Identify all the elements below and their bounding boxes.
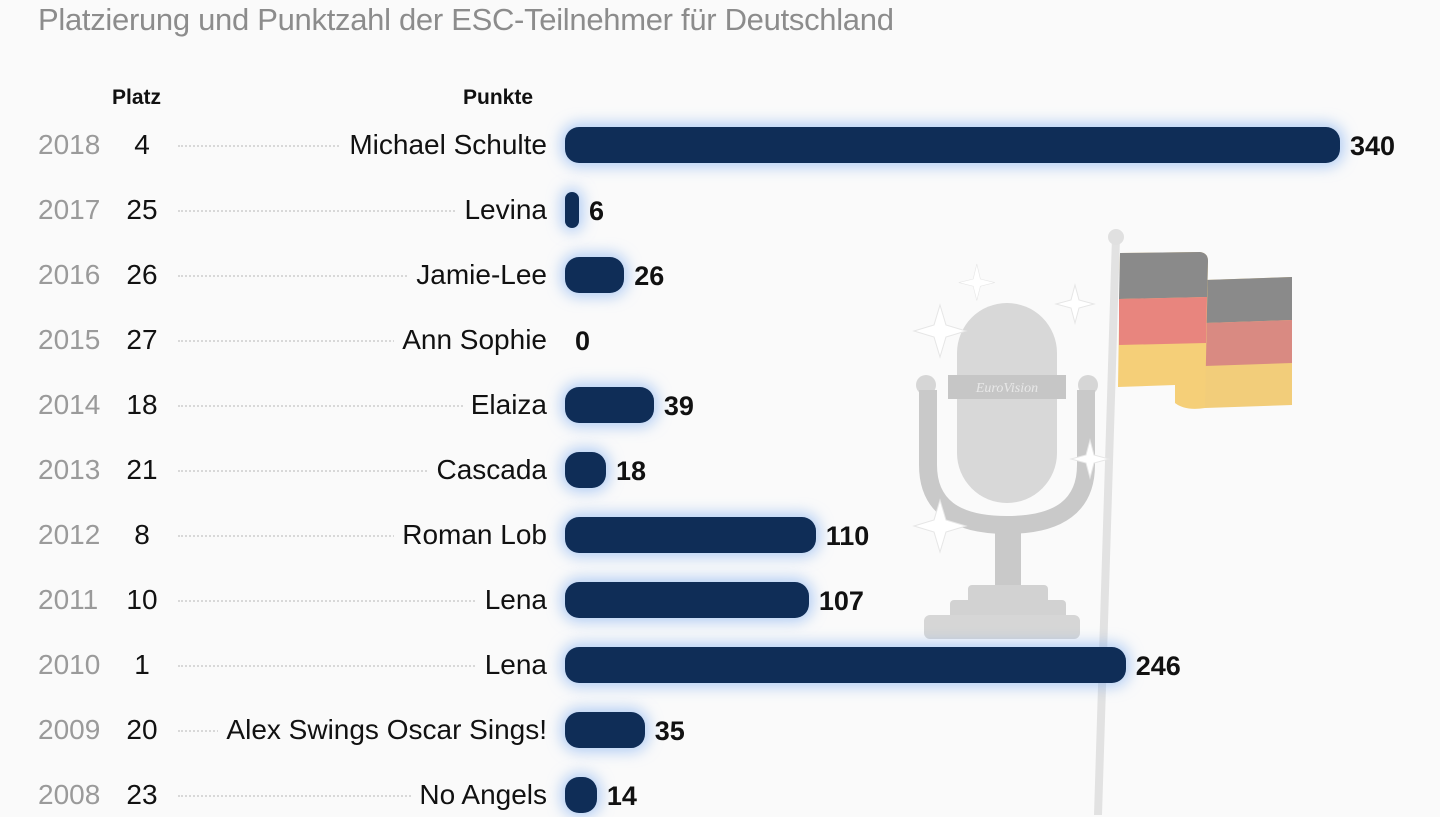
- leader-dots: [178, 535, 538, 537]
- artist-name: Lena: [476, 645, 547, 685]
- artist-name: Roman Lob: [394, 515, 547, 555]
- points-value: 39: [663, 391, 694, 421]
- leader-dots: [178, 340, 538, 342]
- points-bar: [565, 712, 645, 748]
- leader-dots: [178, 275, 538, 277]
- artist-name: Lena: [476, 580, 547, 620]
- points-value: 35: [654, 716, 685, 746]
- year-label: 2011: [38, 584, 99, 615]
- points-value: 340: [1350, 131, 1396, 161]
- artist-name: No Angels: [411, 775, 547, 815]
- place-value: 10: [126, 584, 158, 615]
- place-value: 4: [134, 129, 150, 160]
- artist-name: Elaiza: [462, 385, 547, 425]
- place-value: 26: [126, 259, 158, 290]
- year-label: 2014: [38, 389, 101, 420]
- column-header-platz: Platz: [112, 86, 162, 109]
- points-bar: [565, 452, 607, 488]
- year-label: 2013: [38, 454, 101, 485]
- year-label: 2012: [38, 519, 101, 550]
- germany-flag-icon: [1118, 252, 1292, 409]
- points-value: 26: [634, 261, 665, 291]
- table-row: 2013 21 Cascada 18: [0, 450, 1440, 490]
- place-value: 1: [134, 649, 150, 680]
- leader-dots: [178, 665, 538, 667]
- year-label: 2010: [38, 649, 101, 680]
- points-value: 6: [589, 196, 605, 226]
- artist-name: Levina: [456, 190, 547, 230]
- table-row: 2018 4 Michael Schulte 340: [0, 125, 1440, 165]
- flag-pole: [1094, 229, 1124, 815]
- eurovision-logo: EuroVision: [975, 381, 1038, 396]
- place-value: 23: [126, 779, 158, 810]
- points-bar: [565, 517, 816, 553]
- points-bar: [565, 127, 1340, 163]
- points-bar: [565, 647, 1126, 683]
- points-value: 246: [1135, 651, 1181, 681]
- points-value: 0: [575, 326, 591, 356]
- artist-name: Alex Swings Oscar Sings!: [218, 710, 547, 750]
- year-label: 2008: [38, 779, 101, 810]
- year-label: 2016: [38, 259, 101, 290]
- points-value: 110: [825, 521, 870, 551]
- table-row: 2008 23 No Angels 14: [0, 775, 1440, 815]
- artist-name: Jamie-Lee: [408, 255, 547, 295]
- leader-dots: [178, 600, 538, 602]
- table-row: 2010 1 Lena 246: [0, 645, 1440, 685]
- leader-dots: [178, 405, 538, 407]
- artist-name: Ann Sophie: [394, 320, 547, 360]
- points-value: 18: [616, 456, 647, 486]
- table-row: 2012 8 Roman Lob 110: [0, 515, 1440, 555]
- leader-dots: [178, 470, 538, 472]
- illustration: EuroVision: [912, 229, 1292, 815]
- points-bar: [565, 192, 579, 228]
- place-value: 20: [126, 714, 158, 745]
- points-bar: [565, 582, 809, 618]
- points-bar: [565, 777, 597, 813]
- table-row: 2015 27 Ann Sophie 0: [0, 320, 1440, 360]
- year-label: 2017: [38, 194, 101, 225]
- points-value: 14: [606, 781, 637, 811]
- year-label: 2009: [38, 714, 101, 745]
- leader-dots: [178, 210, 538, 212]
- place-value: 18: [126, 389, 158, 420]
- table-row: 2016 26 Jamie-Lee 26: [0, 255, 1440, 295]
- table-row: 2017 25 Levina 6: [0, 190, 1440, 230]
- year-label: 2018: [38, 129, 101, 160]
- leader-dots: [178, 795, 538, 797]
- microphone-icon: EuroVision: [916, 303, 1098, 639]
- place-value: 27: [126, 324, 158, 355]
- year-label: 2015: [38, 324, 101, 355]
- points-bar: [565, 257, 625, 293]
- column-header-punkte: Punkte: [463, 86, 534, 109]
- table-row: 2011 10 Lena 107: [0, 580, 1440, 620]
- place-value: 8: [134, 519, 150, 550]
- artist-name: Cascada: [428, 450, 547, 490]
- place-value: 21: [126, 454, 158, 485]
- table-row: 2009 20 Alex Swings Oscar Sings! 35: [0, 710, 1440, 750]
- artist-name: Michael Schulte: [341, 125, 547, 165]
- place-value: 25: [126, 194, 158, 225]
- points-bar: [565, 387, 654, 423]
- table-row: 2014 18 Elaiza 39: [0, 385, 1440, 425]
- points-value: 107: [818, 586, 864, 616]
- chart-title: Platzierung und Punktzahl der ESC-Teilne…: [38, 2, 894, 37]
- sparkle-icon: [912, 263, 1111, 554]
